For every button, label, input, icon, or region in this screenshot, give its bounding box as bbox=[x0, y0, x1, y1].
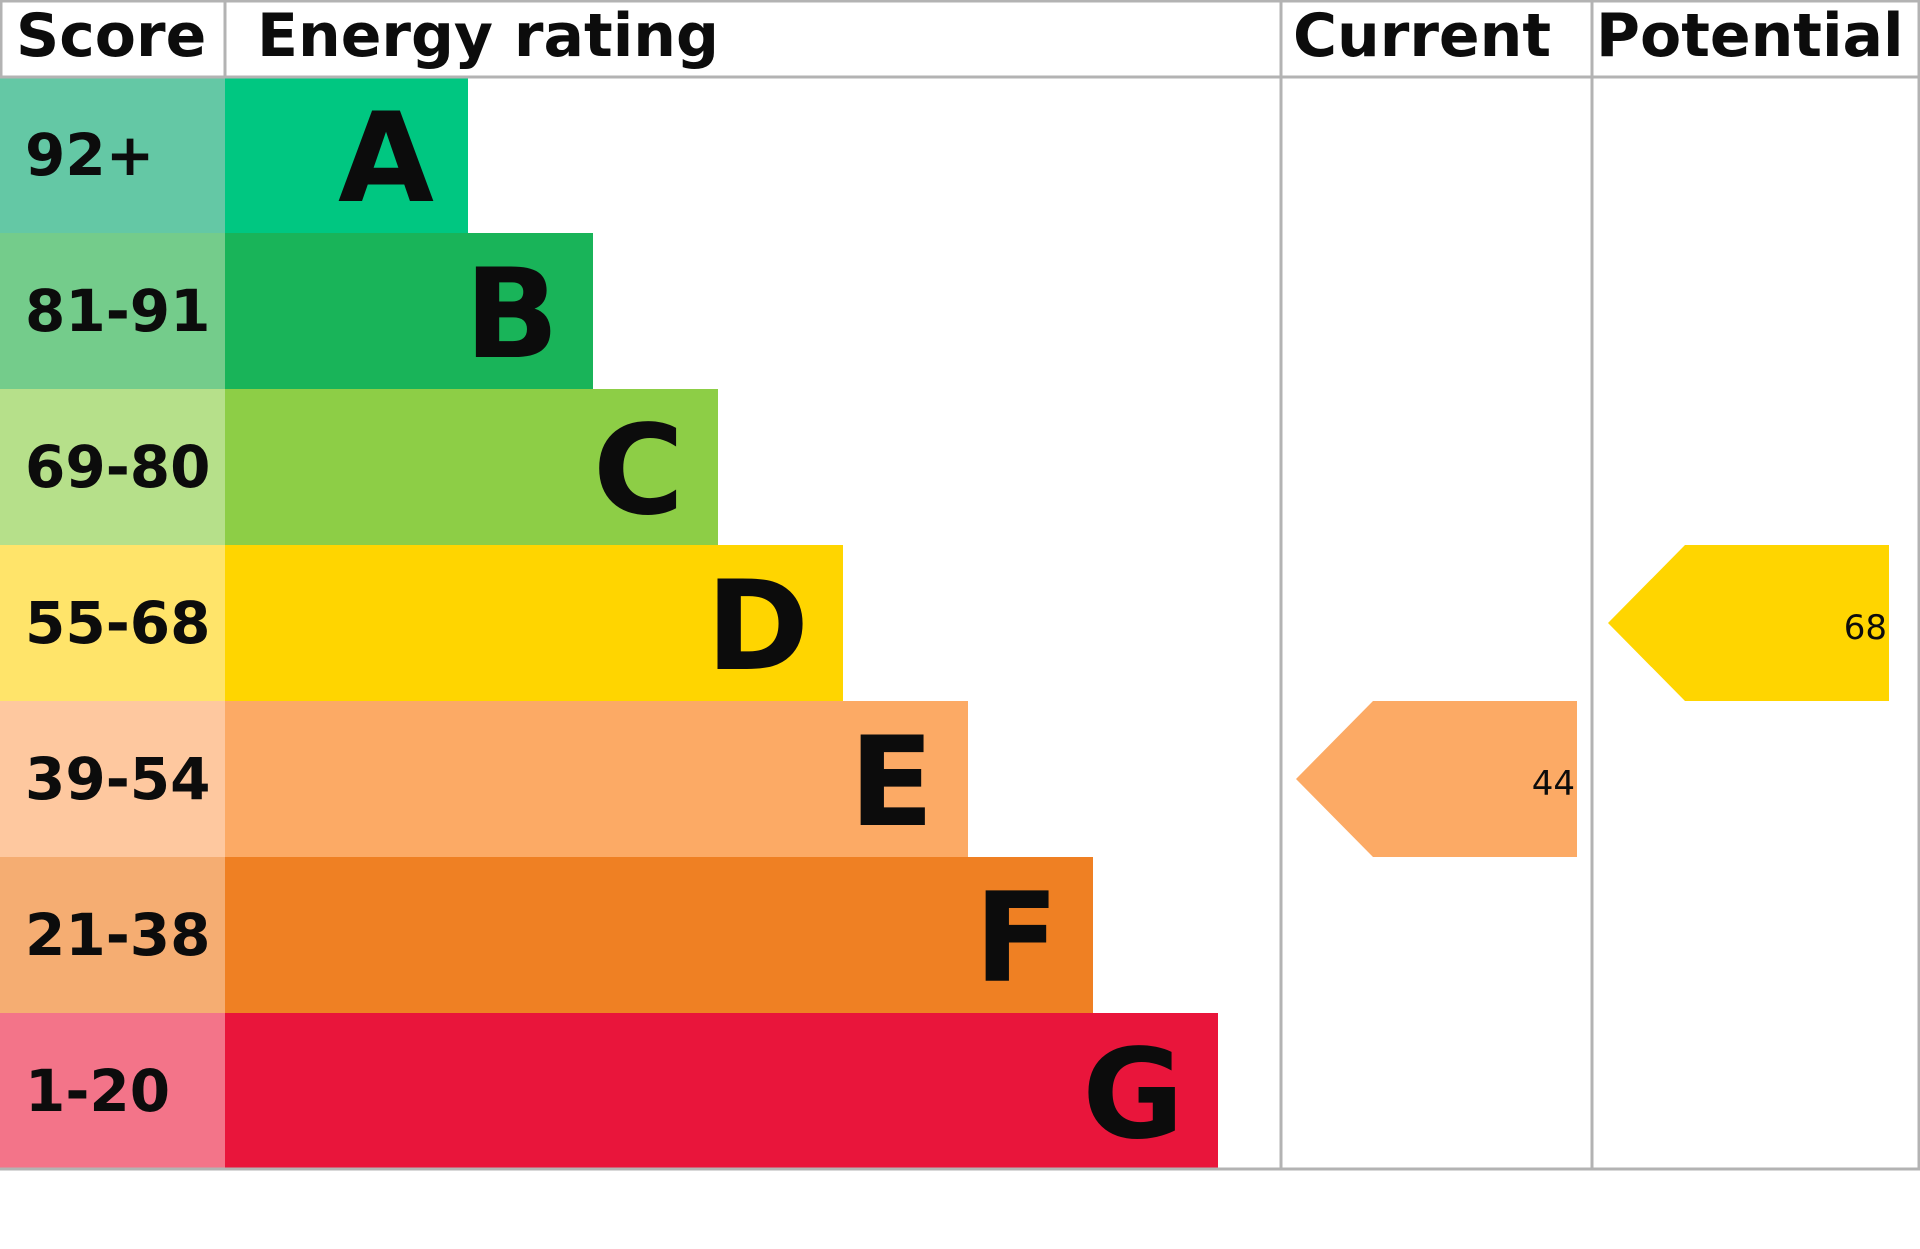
score-cell bbox=[0, 77, 225, 233]
rating-letter: B bbox=[464, 243, 559, 387]
rating-letter: G bbox=[1082, 1023, 1184, 1167]
rating-letter: C bbox=[593, 399, 684, 543]
rating-bar bbox=[225, 857, 1093, 1013]
current-value: 44 bbox=[1532, 764, 1575, 804]
header-score: Score bbox=[16, 1, 206, 71]
score-label: 39-54 bbox=[25, 745, 211, 813]
score-cell bbox=[0, 1013, 225, 1169]
header-rating: Energy rating bbox=[257, 1, 719, 71]
score-label: 81-91 bbox=[25, 277, 211, 345]
rating-letter: A bbox=[338, 87, 434, 231]
rating-bar bbox=[225, 389, 718, 545]
score-cell bbox=[0, 857, 225, 1013]
rating-letter: D bbox=[706, 555, 809, 699]
score-label: 55-68 bbox=[25, 589, 211, 657]
score-cell bbox=[0, 233, 225, 389]
score-label: 21-38 bbox=[25, 901, 211, 969]
score-cell bbox=[0, 545, 225, 701]
score-label: 1-20 bbox=[25, 1057, 170, 1125]
score-cell bbox=[0, 701, 225, 857]
rating-letter: F bbox=[974, 867, 1059, 1011]
score-label: 69-80 bbox=[25, 433, 211, 501]
rating-bar bbox=[225, 77, 468, 233]
current-arrow bbox=[1296, 701, 1577, 857]
rating-bar bbox=[225, 1013, 1218, 1169]
rating-letter: E bbox=[849, 711, 934, 855]
rating-bar bbox=[225, 701, 968, 857]
rating-bar bbox=[225, 233, 593, 389]
potential-value: 68 bbox=[1844, 608, 1887, 648]
score-label: 92+ bbox=[25, 121, 154, 189]
potential-arrow bbox=[1608, 545, 1889, 701]
header-potential: Potential bbox=[1596, 1, 1904, 71]
header-current: Current bbox=[1293, 1, 1551, 71]
score-cell bbox=[0, 389, 225, 545]
rating-bar bbox=[225, 545, 843, 701]
